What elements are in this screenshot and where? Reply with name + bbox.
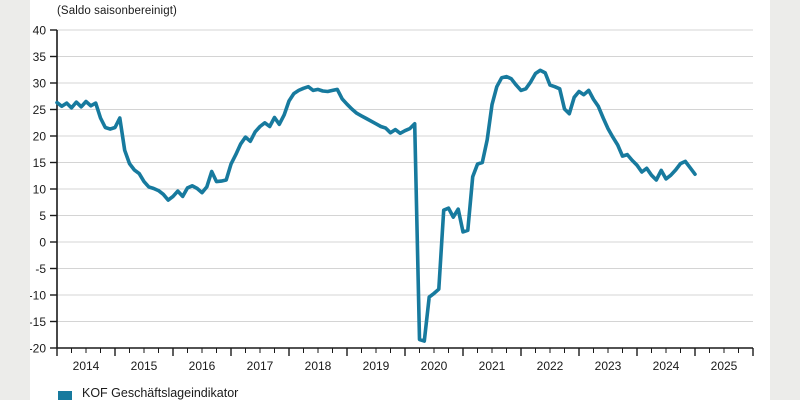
y-tick-label: 40 bbox=[33, 24, 47, 38]
legend-swatch bbox=[58, 391, 72, 400]
y-tick-label: 35 bbox=[33, 50, 47, 64]
y-tick-label: 10 bbox=[33, 183, 47, 197]
x-tick-label: 2019 bbox=[363, 359, 390, 373]
chart-card: (Saldo saisonbereinigt) 40 35 30 25 20 15 10 5 0… bbox=[30, 0, 770, 400]
y-tick-label: 0 bbox=[39, 236, 46, 250]
y-tick-label: 30 bbox=[33, 77, 47, 91]
x-tick-label: 2016 bbox=[189, 359, 216, 373]
legend-label: KOF Geschäftslageindikator bbox=[82, 386, 239, 400]
x-tick-label: 2022 bbox=[537, 359, 564, 373]
series-line-kof-geschaeftslageindikator bbox=[55, 68, 697, 343]
y-tick-label: 25 bbox=[33, 103, 47, 117]
x-tick-label: 2015 bbox=[131, 359, 158, 373]
x-tick-label: 2025 bbox=[711, 359, 738, 373]
y-tick-label: 15 bbox=[33, 156, 47, 170]
x-tick-label: 2017 bbox=[247, 359, 274, 373]
y-tick-label: 20 bbox=[33, 130, 47, 144]
chart-subtitle: (Saldo saisonbereinigt) bbox=[57, 5, 177, 17]
y-tick-label: -15 bbox=[30, 315, 46, 329]
x-tick-label: 2020 bbox=[421, 359, 448, 373]
x-tick-label: 2018 bbox=[305, 359, 332, 373]
legend: KOF Geschäftslageindikator bbox=[58, 386, 238, 400]
x-tick-label: 2024 bbox=[653, 359, 680, 373]
x-tick-label: 2014 bbox=[73, 359, 100, 373]
x-tick-label: 2021 bbox=[479, 359, 506, 373]
y-tick-label: 5 bbox=[39, 209, 46, 223]
y-tick-label: -20 bbox=[30, 342, 46, 356]
x-tick-label: 2023 bbox=[595, 359, 622, 373]
y-tick-label: -10 bbox=[30, 289, 46, 303]
y-tick-label: -5 bbox=[35, 262, 46, 276]
